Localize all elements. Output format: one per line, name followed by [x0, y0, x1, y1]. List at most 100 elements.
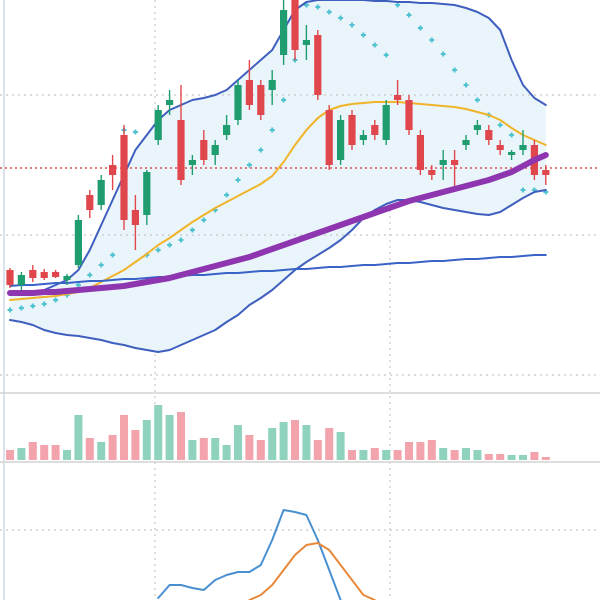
candle-body: [143, 172, 151, 215]
volume-bar: [120, 415, 128, 460]
sar-dot: [520, 187, 526, 193]
volume-bar: [256, 440, 265, 460]
volume-bar: [74, 415, 83, 460]
sar-dot: [110, 252, 116, 258]
sar-dot: [395, 2, 401, 8]
volume-bar: [222, 445, 231, 460]
sar-dot: [224, 192, 230, 198]
sar-dot: [178, 237, 184, 243]
candle-body: [302, 40, 310, 45]
candle-body: [337, 120, 345, 160]
volume-bar: [51, 445, 60, 460]
candle-body: [177, 120, 185, 180]
candle-body: [382, 105, 390, 140]
sar-dot: [463, 82, 469, 88]
volume-bar: [462, 448, 470, 460]
sar-dot: [155, 247, 161, 253]
volume-bar: [302, 425, 311, 460]
sar-dot: [326, 9, 332, 15]
line-series: [9, 0, 547, 296]
volume-bar: [188, 440, 197, 460]
volume-bar: [131, 430, 140, 460]
candle-body: [359, 135, 367, 140]
volume-bar: [142, 420, 151, 460]
volume-bar: [382, 450, 391, 460]
volume-bar: [40, 445, 49, 460]
sar-dot: [338, 15, 344, 21]
sar-dot: [303, 2, 309, 8]
volume-bar: [268, 428, 277, 460]
candle-body: [6, 270, 14, 285]
sar-dot: [497, 122, 503, 128]
sar-dot: [132, 129, 138, 135]
sar-dot: [429, 37, 435, 43]
volume-bar: [473, 450, 482, 460]
candle-body: [154, 110, 162, 140]
candle-body: [120, 135, 128, 220]
volume-bar: [245, 435, 254, 460]
volume-bar: [393, 450, 402, 460]
sar-dot: [452, 67, 458, 73]
candle-body: [97, 180, 105, 205]
sar-dot: [18, 305, 24, 311]
candle-body: [86, 195, 94, 210]
candle-body: [508, 152, 516, 155]
price-panel: [0, 0, 600, 376]
volume-bar: [541, 457, 550, 460]
band-fill: [10, 0, 546, 352]
candle-body: [542, 170, 550, 175]
sar-dot: [360, 32, 366, 38]
volume-bar: [63, 450, 71, 460]
volume-bar: [291, 420, 299, 460]
candle-body: [405, 100, 413, 130]
volume-bar: [507, 455, 516, 460]
sar-dot: [315, 4, 321, 10]
candle-body: [371, 125, 379, 135]
line-series: [9, 189, 547, 353]
sar-dot: [406, 12, 412, 18]
candle-body: [131, 210, 139, 225]
sar-dot: [53, 297, 59, 303]
sar-dot: [235, 177, 241, 183]
candle-body: [325, 110, 333, 165]
candle-body: [63, 276, 71, 280]
sar-dot: [474, 97, 480, 103]
candle-body: [234, 85, 242, 120]
candle-body: [519, 145, 527, 150]
line-series: [7, 152, 549, 296]
candle-body: [74, 220, 82, 265]
sar-dot: [7, 307, 13, 313]
line-series: [9, 254, 547, 287]
sar-dot: [258, 147, 264, 153]
volume-bar: [165, 415, 174, 460]
candle-body: [245, 80, 253, 105]
candle-body: [223, 125, 231, 135]
sar-dot: [189, 227, 195, 233]
candle-body: [439, 160, 447, 165]
candle-body: [200, 140, 208, 160]
sar-dot: [98, 262, 104, 268]
volume-bar: [359, 450, 368, 460]
volume-bar: [211, 438, 220, 460]
sar-dot: [440, 51, 446, 57]
line-series: [9, 101, 547, 301]
sar-dot: [30, 303, 36, 309]
volume-bar: [234, 425, 242, 460]
candle-body: [280, 10, 288, 55]
volume-bar: [6, 450, 14, 460]
volume-bar: [405, 442, 413, 460]
volume-bar: [97, 442, 106, 460]
sar-dot: [383, 52, 389, 58]
volume-bar: [416, 442, 425, 460]
candle-body: [473, 125, 481, 130]
volume-bar: [519, 455, 527, 460]
candle-body: [211, 145, 219, 155]
volume-bar: [154, 405, 163, 460]
sar-dot: [269, 127, 275, 133]
candle-body: [40, 272, 48, 278]
volume-bar: [496, 454, 505, 460]
sar-dot: [246, 162, 252, 168]
candle-body: [268, 80, 276, 90]
